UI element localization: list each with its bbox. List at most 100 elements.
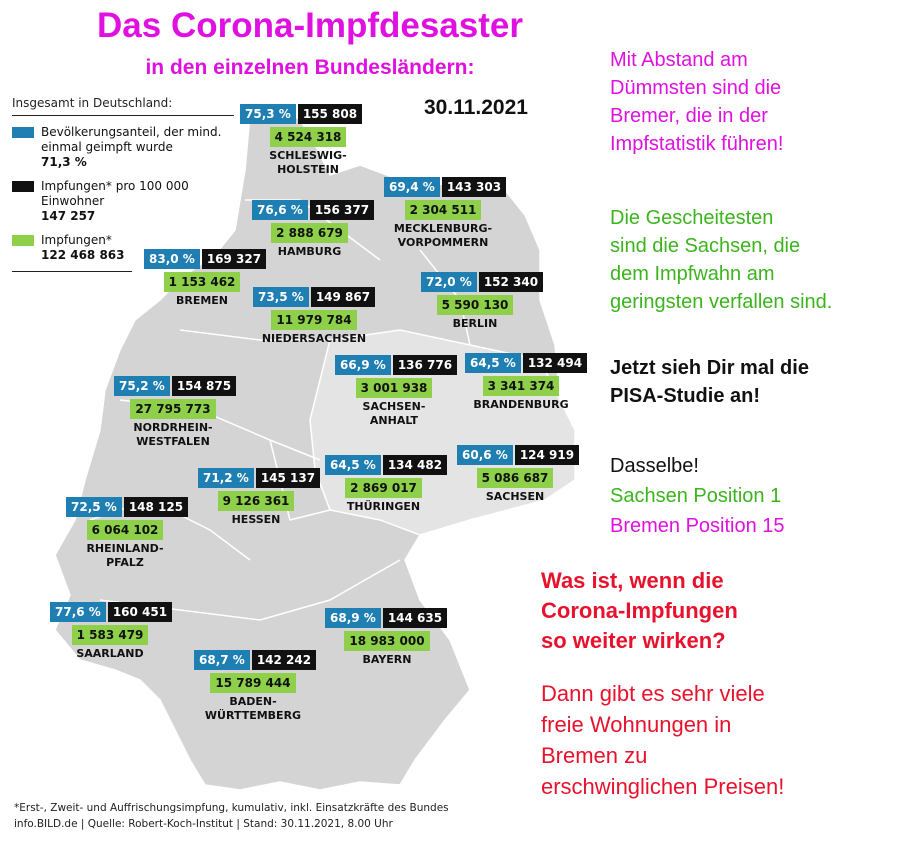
state-total: 9 126 361	[217, 491, 295, 511]
state-name: SACHSEN	[485, 490, 545, 503]
state-name: RHEINLAND- PFALZ	[86, 542, 164, 569]
legend-header: Insgesamt in Deutschland:	[12, 96, 234, 116]
state-share: 60,6 %	[457, 445, 513, 465]
state-share: 68,9 %	[325, 608, 381, 628]
legend: Insgesamt in Deutschland: Bevölkerungsan…	[12, 96, 234, 272]
state-name: BREMEN	[175, 294, 229, 307]
state-per100k: 152 340	[478, 272, 544, 292]
state-total: 2 888 679	[271, 223, 348, 243]
state-per100k: 134 482	[382, 455, 448, 475]
state-name: HAMBURG	[277, 245, 342, 258]
legend-swatch-share	[12, 127, 34, 138]
state-name: HESSEN	[231, 513, 281, 526]
state-per100k: 136 776	[392, 355, 458, 375]
state-share: 75,2 %	[114, 376, 170, 396]
legend-swatch-total	[12, 235, 34, 246]
state-share: 72,0 %	[421, 272, 477, 292]
comment-sachsen: Die Gescheitesten sind die Sachsen, die …	[610, 207, 833, 313]
state-share: 72,5 %	[66, 497, 122, 517]
state-thueringen: 64,5 % 134 482 2 869 017 THÜRINGEN	[325, 455, 448, 514]
state-hessen: 71,2 % 145 137 9 126 361 HESSEN	[198, 468, 321, 527]
page-title: Das Corona-Impfdesaster	[97, 6, 523, 45]
state-per100k: 149 867	[310, 287, 376, 307]
comment-bremen: Mit Abstand am Dümmsten sind die Bremer,…	[610, 49, 784, 155]
state-share: 83,0 %	[144, 249, 200, 269]
state-niedersachsen: 73,5 % 149 867 11 979 784 NIEDERSACHSEN	[253, 287, 376, 346]
legend-per100k-label: Impfungen* pro 100 000 Einwohner	[41, 179, 189, 208]
state-total: 1 153 462	[163, 272, 241, 292]
state-total: 3 341 374	[482, 376, 560, 396]
state-name: SCHLESWIG- HOLSTEIN	[269, 149, 347, 176]
state-name: BRANDENBURG	[473, 398, 569, 411]
state-per100k: 160 451	[107, 602, 173, 622]
state-total: 2 304 511	[404, 200, 482, 220]
state-berlin: 72,0 % 152 340 5 590 130 BERLIN	[421, 272, 544, 331]
state-total: 4 524 318	[269, 127, 347, 147]
state-schleswig-holstein: 75,3 % 155 808 4 524 318 SCHLESWIG- HOLST…	[240, 104, 376, 177]
state-total: 2 869 017	[345, 478, 422, 498]
state-total: 18 983 000	[344, 631, 430, 651]
legend-share-label: Bevölkerungsanteil, der mind. einmal gei…	[41, 125, 222, 154]
state-name: BADEN- WÜRTTEMBERG	[204, 695, 302, 722]
state-sachsen: 60,6 % 124 919 5 086 687 SACHSEN	[457, 445, 580, 504]
state-per100k: 156 377	[309, 200, 375, 220]
state-name: SACHSEN- ANHALT	[362, 400, 426, 427]
footnote-line-2: info.BILD.de | Quelle: Robert-Koch-Insti…	[14, 818, 393, 830]
state-name: NORDRHEIN- WESTFALEN	[133, 421, 213, 448]
state-share: 69,4 %	[384, 177, 440, 197]
comment-bremen-position: Bremen Position 15	[610, 515, 785, 537]
state-per100k: 145 137	[255, 468, 321, 488]
state-per100k: 169 327	[201, 249, 267, 269]
state-share: 75,3 %	[240, 104, 296, 124]
state-name: MECKLENBURG- VORPOMMERN	[393, 222, 493, 249]
footnote-line-1: *Erst-, Zweit- und Auffrischungsimpfung,…	[14, 802, 449, 814]
state-sachsen-anhalt: 66,9 % 136 776 3 001 938 SACHSEN- ANHALT	[335, 355, 458, 428]
comment-pisa: Jetzt sieh Dir mal die PISA-Studie an!	[610, 357, 809, 407]
legend-item-per100k: Impfungen* pro 100 000 Einwohner 147 257	[12, 179, 234, 224]
state-bayern: 68,9 % 144 635 18 983 000 BAYERN	[325, 608, 449, 667]
state-bremen: 83,0 % 169 327 1 153 462 BREMEN	[144, 249, 267, 308]
legend-divider	[12, 271, 132, 272]
state-hamburg: 76,6 % 156 377 2 888 679 HAMBURG	[252, 200, 375, 259]
page-subtitle: in den einzelnen Bundesländern:	[145, 56, 475, 79]
comment-sachsen-position: Sachsen Position 1	[610, 485, 782, 507]
date-label: 30.11.2021	[424, 96, 528, 119]
state-per100k: 142 242	[251, 650, 317, 670]
footnote: *Erst-, Zweit- und Auffrischungsimpfung,…	[14, 800, 449, 832]
state-rheinland-pfalz: 72,5 % 148 125 6 064 102 RHEINLAND- PFALZ	[66, 497, 189, 570]
state-total: 5 086 687	[476, 468, 554, 488]
legend-total-value: 122 468 863	[41, 248, 125, 262]
state-per100k: 154 875	[171, 376, 237, 396]
state-total: 11 979 784	[271, 310, 357, 330]
state-name: THÜRINGEN	[346, 500, 421, 513]
state-share: 64,5 %	[465, 353, 521, 373]
state-per100k: 143 303	[441, 177, 507, 197]
legend-share-value: 71,3 %	[41, 155, 87, 169]
state-share: 77,6 %	[50, 602, 106, 622]
state-name: BAYERN	[362, 653, 412, 666]
state-nordrhein-westfalen: 75,2 % 154 875 27 795 773 NORDRHEIN- WEST…	[114, 376, 237, 449]
state-per100k: 155 808	[297, 104, 363, 124]
state-share: 73,5 %	[253, 287, 309, 307]
state-share: 76,6 %	[252, 200, 308, 220]
state-name: BERLIN	[452, 317, 498, 330]
legend-item-total: Impfungen* 122 468 863	[12, 233, 234, 263]
state-share: 71,2 %	[198, 468, 254, 488]
state-total: 1 583 479	[71, 625, 149, 645]
state-name: NIEDERSACHSEN	[261, 332, 367, 345]
legend-item-share: Bevölkerungsanteil, der mind. einmal gei…	[12, 125, 234, 170]
state-name: SAARLAND	[76, 647, 144, 660]
state-baden-wuerttemberg: 68,7 % 142 242 15 789 444 BADEN- WÜRTTEMB…	[194, 650, 317, 723]
legend-total-label: Impfungen*	[41, 233, 112, 247]
legend-swatch-per100k	[12, 181, 34, 192]
state-per100k: 144 635	[382, 608, 448, 628]
state-total: 5 590 130	[436, 295, 514, 315]
state-per100k: 148 125	[123, 497, 189, 517]
comment-dasselbe: Dasselbe!	[610, 455, 699, 477]
state-per100k: 124 919	[514, 445, 580, 465]
state-total: 27 795 773	[130, 399, 216, 419]
state-saarland: 77,6 % 160 451 1 583 479 SAARLAND	[50, 602, 173, 661]
state-total: 15 789 444	[210, 673, 296, 693]
state-per100k: 132 494	[522, 353, 588, 373]
state-share: 64,5 %	[325, 455, 381, 475]
